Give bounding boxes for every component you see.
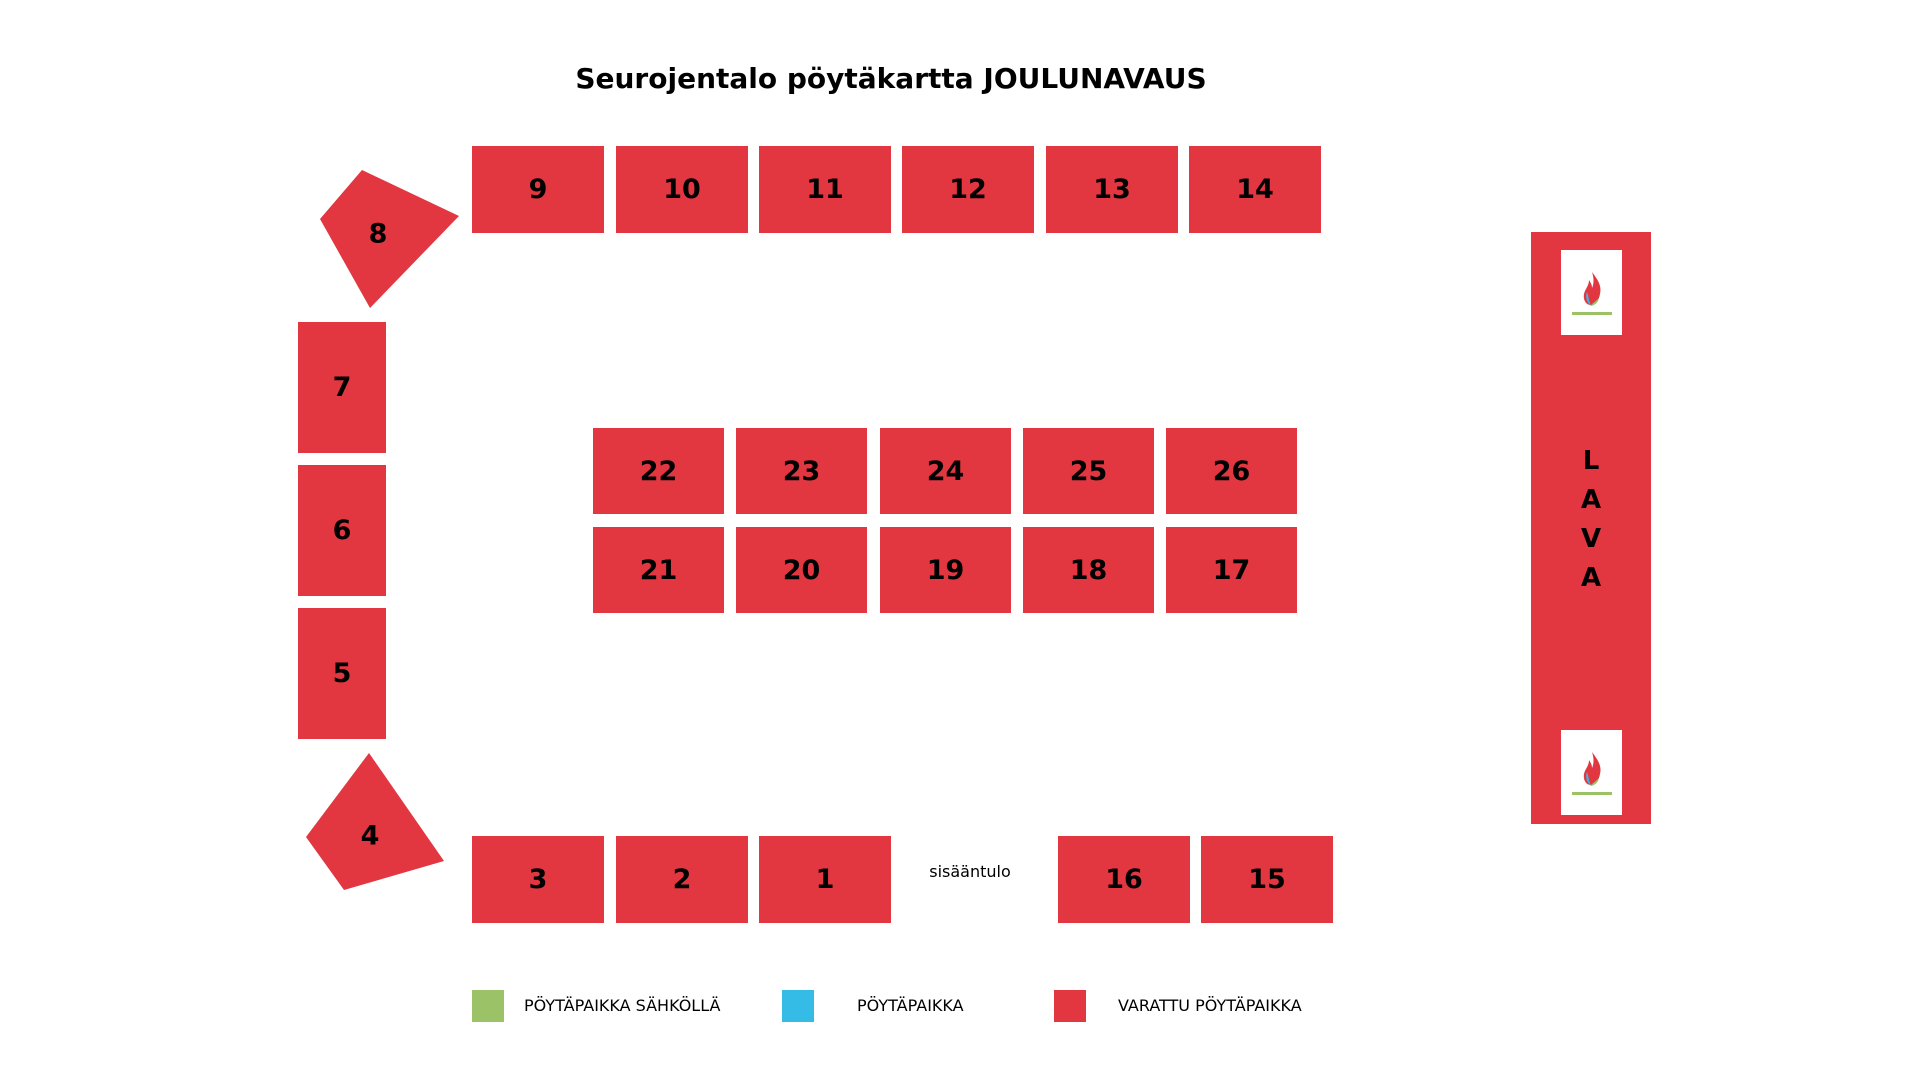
table-number: 1 bbox=[815, 864, 835, 895]
table-12[interactable]: 12 bbox=[902, 146, 1034, 233]
table-number: 21 bbox=[639, 554, 678, 586]
table-number: 16 bbox=[1105, 864, 1143, 895]
table-9[interactable]: 9 bbox=[472, 146, 604, 233]
table-5[interactable]: 5 bbox=[298, 608, 386, 739]
stage-letter: A bbox=[1580, 563, 1602, 593]
table-number: 10 bbox=[663, 174, 701, 205]
table-16[interactable]: 16 bbox=[1058, 836, 1190, 923]
legend-label-electric: PÖYTÄPAIKKA SÄHKÖLLÄ bbox=[524, 996, 721, 1015]
table-25[interactable]: 25 bbox=[1023, 428, 1154, 514]
table-19[interactable]: 19 bbox=[880, 527, 1011, 613]
logo-wordmark bbox=[1571, 312, 1612, 315]
table-number: 6 bbox=[332, 515, 352, 546]
stage-logo-top bbox=[1561, 250, 1622, 335]
table-18[interactable]: 18 bbox=[1023, 527, 1154, 613]
table-17[interactable]: 17 bbox=[1166, 527, 1297, 613]
stage-logo-bottom bbox=[1561, 730, 1622, 815]
table-number: 9 bbox=[528, 174, 548, 205]
table-2[interactable]: 2 bbox=[616, 836, 748, 923]
table-number: 8 bbox=[368, 218, 388, 250]
table-21[interactable]: 21 bbox=[593, 527, 724, 613]
table-number: 14 bbox=[1236, 174, 1274, 205]
table-11[interactable]: 11 bbox=[759, 146, 891, 233]
table-number: 24 bbox=[926, 455, 965, 487]
table-24[interactable]: 24 bbox=[880, 428, 1011, 514]
entrance-label: sisääntulo bbox=[929, 862, 1011, 881]
table-4[interactable] bbox=[300, 748, 460, 898]
table-6[interactable]: 6 bbox=[298, 465, 386, 596]
stage-letter: L bbox=[1582, 446, 1600, 476]
table-number: 17 bbox=[1212, 554, 1251, 586]
table-number: 13 bbox=[1093, 174, 1131, 205]
table-number: 18 bbox=[1069, 554, 1108, 586]
legend-swatch-reserved bbox=[1054, 990, 1086, 1022]
table-10[interactable]: 10 bbox=[616, 146, 748, 233]
table-number: 7 bbox=[332, 372, 352, 403]
legend-swatch-available bbox=[782, 990, 814, 1022]
stage-letter: A bbox=[1580, 485, 1602, 515]
table-26[interactable]: 26 bbox=[1166, 428, 1297, 514]
table-number: 23 bbox=[782, 455, 821, 487]
table-number: 26 bbox=[1212, 455, 1251, 487]
flame-logo-icon bbox=[1583, 752, 1601, 786]
table-number: 2 bbox=[672, 864, 692, 895]
table-3[interactable]: 3 bbox=[472, 836, 604, 923]
table-number: 22 bbox=[639, 455, 678, 487]
stage-letter: V bbox=[1580, 524, 1602, 554]
table-1[interactable]: 1 bbox=[759, 836, 891, 923]
table-number: 19 bbox=[926, 554, 965, 586]
page-title: Seurojentalo pöytäkartta JOULUNAVAUS bbox=[575, 62, 1207, 95]
table-22[interactable]: 22 bbox=[593, 428, 724, 514]
table-23[interactable]: 23 bbox=[736, 428, 867, 514]
legend-swatch-electric bbox=[472, 990, 504, 1022]
table-number: 25 bbox=[1069, 455, 1108, 487]
table-number: 4 bbox=[360, 820, 380, 852]
stage-label: L A V A bbox=[1531, 442, 1651, 598]
table-20[interactable]: 20 bbox=[736, 527, 867, 613]
table-number: 11 bbox=[806, 174, 844, 205]
table-15[interactable]: 15 bbox=[1201, 836, 1333, 923]
table-number: 20 bbox=[782, 554, 821, 586]
table-14[interactable]: 14 bbox=[1189, 146, 1321, 233]
legend-label-available: PÖYTÄPAIKKA bbox=[857, 996, 964, 1015]
table-number: 12 bbox=[949, 174, 987, 205]
table-number: 15 bbox=[1248, 864, 1286, 895]
logo-wordmark bbox=[1571, 792, 1612, 795]
table-8[interactable] bbox=[310, 165, 470, 315]
legend-label-reserved: VARATTU PÖYTÄPAIKKA bbox=[1118, 996, 1302, 1015]
stage: L A V A bbox=[1531, 232, 1651, 824]
table-number: 3 bbox=[528, 864, 548, 895]
table-number: 5 bbox=[332, 658, 352, 689]
table-7[interactable]: 7 bbox=[298, 322, 386, 453]
table-13[interactable]: 13 bbox=[1046, 146, 1178, 233]
flame-logo-icon bbox=[1583, 272, 1601, 306]
